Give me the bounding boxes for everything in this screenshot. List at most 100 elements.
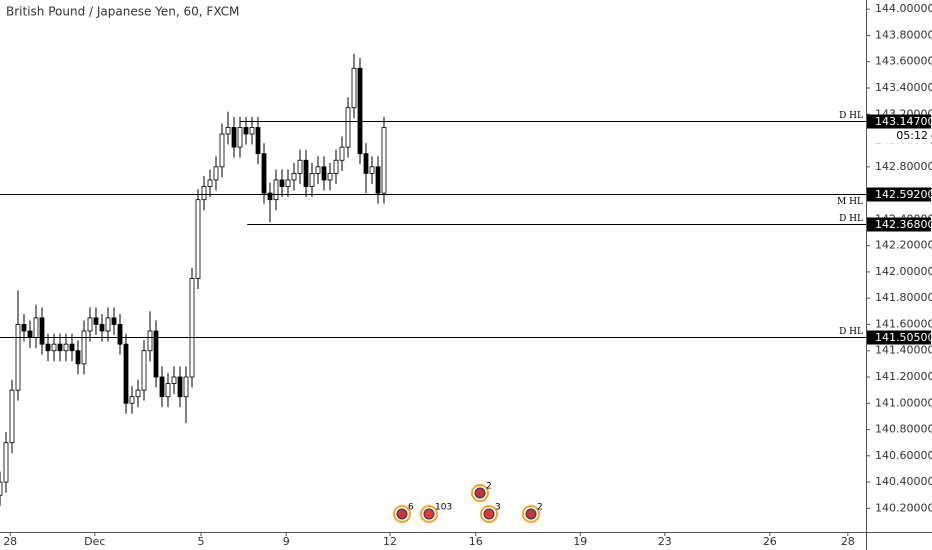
candle-body [297, 159, 303, 174]
candle-body [261, 153, 267, 194]
candle-body [285, 179, 291, 187]
level-price-box [867, 114, 931, 129]
candle-body [81, 330, 87, 365]
x-tick-label: 23 [658, 535, 672, 548]
level-price-label: 142.36800 [875, 218, 932, 231]
candle-body [243, 127, 249, 135]
candle-body [219, 133, 225, 168]
level-price-box [867, 187, 931, 202]
candle-body [231, 127, 237, 148]
candle-body [33, 317, 39, 338]
y-tick-label: 143.60000 [875, 55, 932, 68]
candle-body [105, 317, 111, 332]
y-tick-label: 144.00000 [875, 2, 932, 15]
event-count: 2 [537, 503, 543, 513]
level-label: D HL [839, 111, 863, 121]
event-count: 103 [435, 503, 452, 513]
y-tick-label: 140.60000 [875, 449, 932, 462]
y-tick-label: 143.80000 [875, 28, 932, 41]
candle-body [21, 324, 27, 332]
candle-body [9, 389, 15, 444]
y-tick-label: 140.20000 [875, 501, 932, 514]
countdown-box [867, 129, 931, 144]
candle-body [237, 127, 243, 148]
candle-body [15, 324, 21, 391]
x-tick-label: 12 [383, 535, 397, 548]
candle-body [279, 179, 285, 187]
candle-body [321, 166, 327, 181]
candle-body [381, 127, 387, 194]
event-flag [483, 508, 495, 520]
event-count: 2 [486, 482, 492, 492]
candle-body [75, 350, 81, 365]
candle-body [195, 199, 201, 279]
candle-body [135, 389, 141, 398]
candle-body [273, 179, 279, 201]
candle-body [111, 317, 117, 325]
event-flag [474, 487, 486, 499]
event-flag [525, 508, 537, 520]
y-tick-label: 142.00000 [875, 265, 932, 278]
event-flag [423, 508, 435, 520]
candle-body [249, 127, 255, 135]
candle-body [39, 317, 45, 345]
candle-body [267, 192, 273, 201]
candle-body [327, 172, 333, 181]
x-tick-label: 28 [841, 535, 855, 548]
y-tick-label: 141.80000 [875, 291, 932, 304]
candle-body [183, 376, 189, 398]
x-tick-label: 16 [469, 535, 483, 548]
level-label: D HL [839, 327, 863, 337]
candle-body [255, 127, 261, 155]
candle-body [165, 383, 171, 398]
level-label: M HL [837, 197, 863, 207]
candle-body [51, 343, 57, 352]
event-count: 3 [495, 503, 501, 513]
candle-body [153, 330, 159, 378]
candle-body [69, 343, 75, 352]
x-tick-label: 9 [283, 535, 290, 548]
candle-body [57, 343, 63, 352]
x-tick-label: 19 [573, 535, 587, 548]
candle-body [129, 396, 135, 404]
candle-body [3, 442, 9, 483]
event-count: 6 [408, 503, 414, 513]
candle-body [345, 107, 351, 148]
x-tick-label: 5 [198, 535, 205, 548]
candle-body [93, 317, 99, 325]
x-tick-label: 28 [3, 535, 17, 548]
candle-body [357, 67, 363, 155]
candle-body [303, 159, 309, 187]
candle-body [351, 67, 357, 109]
level-price-box [867, 217, 931, 232]
y-tick-label: 142.80000 [875, 160, 932, 173]
level-label: D HL [839, 214, 863, 224]
candle-body [339, 146, 345, 161]
candle-body [363, 153, 369, 174]
y-tick-label: 141.60000 [875, 317, 932, 330]
candle-body [333, 159, 339, 174]
candle-body [369, 166, 375, 174]
candle-body [189, 278, 195, 378]
candle-body [159, 376, 165, 398]
level-price-label: 141.50500 [875, 331, 932, 344]
x-tick-label: Dec [84, 535, 105, 548]
y-tick-label: 141.00000 [875, 396, 932, 409]
candle-body [87, 317, 93, 332]
candle-body [291, 172, 297, 181]
chart-title: British Pound / Japanese Yen, 60, FXCM [6, 5, 239, 19]
candle-body [99, 324, 105, 332]
countdown: 05:12 [896, 129, 928, 142]
candle-body [201, 186, 207, 201]
candle-body [375, 166, 381, 194]
candle-body [63, 343, 69, 352]
candle-body [309, 172, 315, 187]
candle-body [0, 481, 3, 496]
candle-body [45, 343, 51, 352]
candle-body [141, 350, 147, 391]
y-tick-label: 142.20000 [875, 239, 932, 252]
event-flag [396, 508, 408, 520]
level-price-label: 143.14700 [875, 115, 932, 128]
